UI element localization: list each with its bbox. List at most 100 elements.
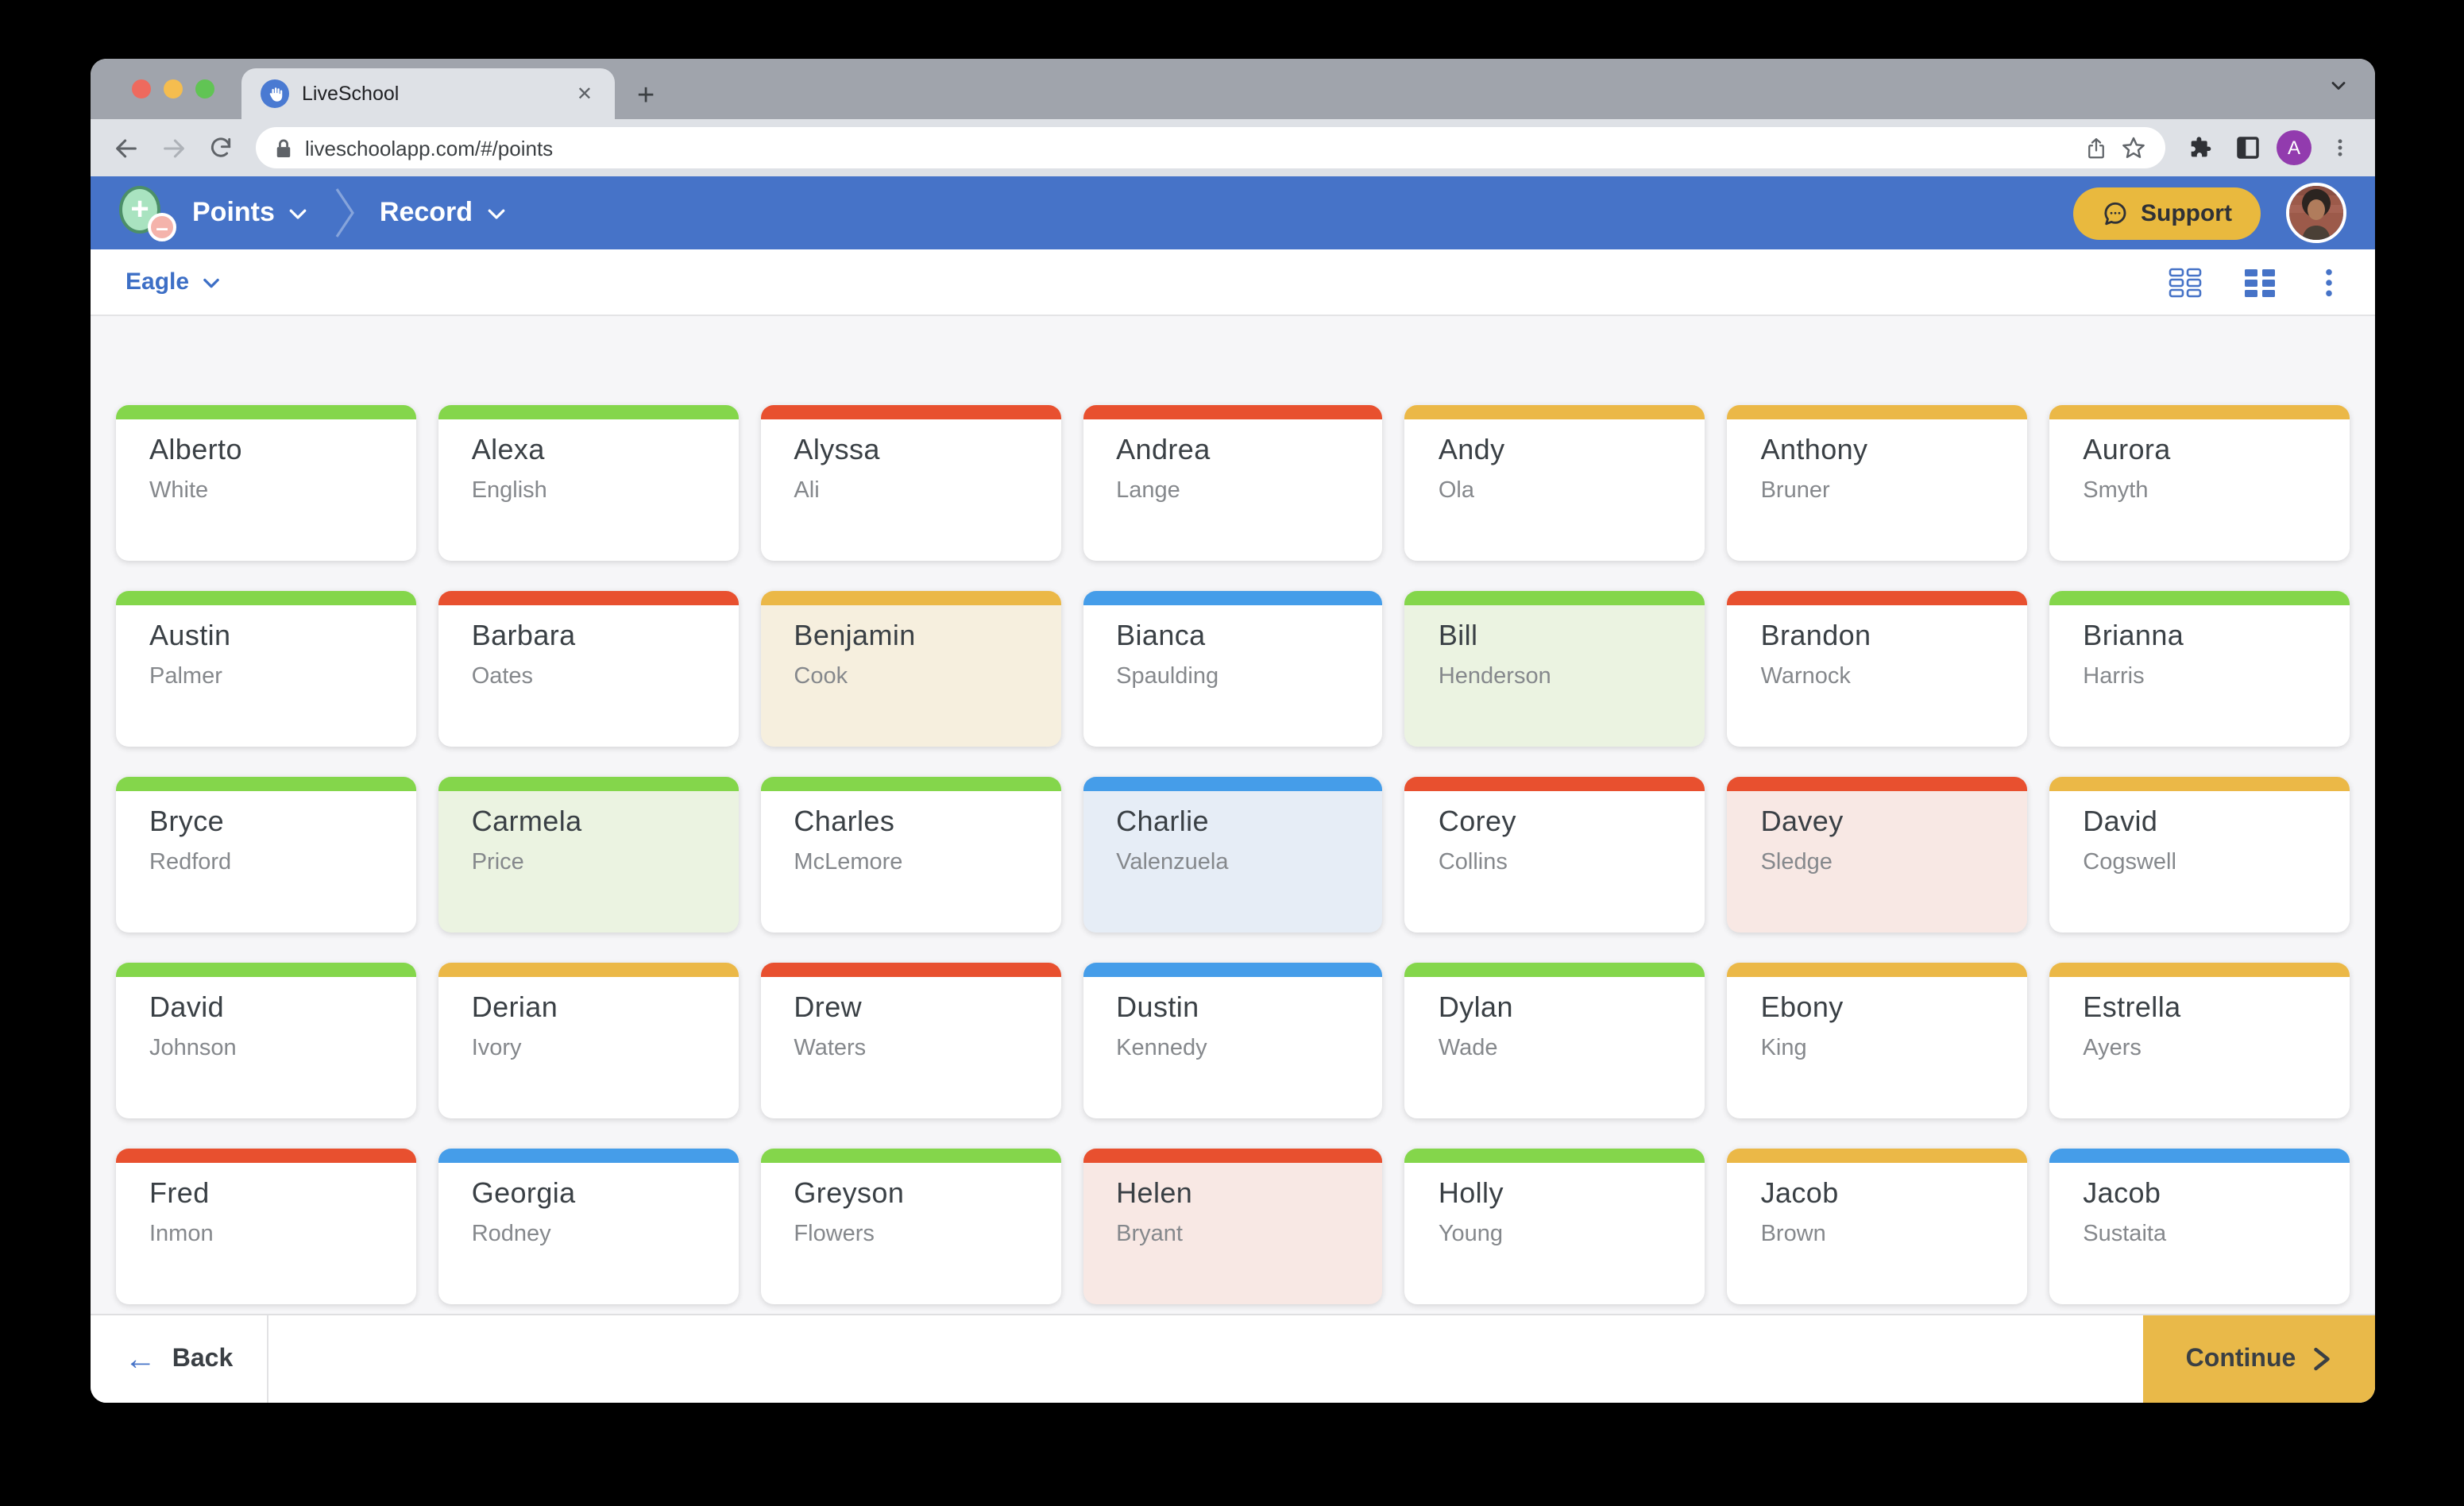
card-color-strip (1404, 777, 1705, 791)
student-first-name: Greyson (794, 1177, 905, 1209)
tab-close-button[interactable]: ✕ (576, 83, 593, 105)
grid-view-filled-button[interactable] (2243, 266, 2277, 298)
student-card[interactable]: Brianna Harris (2049, 591, 2350, 747)
student-first-name: Aurora (2083, 434, 2171, 465)
student-card[interactable]: David Johnson (116, 963, 416, 1118)
student-first-name: Bryce (149, 805, 225, 837)
student-first-name: Corey (1438, 805, 1516, 837)
student-last-name: Price (471, 850, 524, 875)
student-last-name: Ivory (471, 1036, 522, 1061)
card-color-strip (2049, 405, 2350, 419)
student-first-name: Alyssa (794, 434, 880, 465)
student-first-name: David (2083, 805, 2158, 837)
extensions-puzzle-icon[interactable] (2181, 129, 2219, 167)
student-card[interactable]: Aurora Smyth (2049, 405, 2350, 561)
breadcrumb-record[interactable]: Record (380, 197, 508, 229)
chat-bubble-icon (2103, 201, 2126, 225)
student-first-name: Davey (1760, 805, 1844, 837)
card-color-strip (1404, 591, 1705, 605)
student-card[interactable]: Barbara Oates (438, 591, 739, 747)
student-card[interactable]: Carmela Price (438, 777, 739, 933)
student-first-name: Brandon (1760, 620, 1871, 651)
card-color-strip (1083, 405, 1383, 419)
student-first-name: Alberto (149, 434, 242, 465)
student-card[interactable]: Bryce Redford (116, 777, 416, 933)
card-color-strip (1404, 405, 1705, 419)
user-avatar[interactable] (2286, 183, 2346, 243)
continue-button[interactable]: Continue (2143, 1315, 2375, 1403)
student-card[interactable]: Holly Young (1404, 1149, 1705, 1304)
student-card[interactable]: Alberto White (116, 405, 416, 561)
forward-nav-icon[interactable] (154, 129, 192, 167)
student-card[interactable]: Anthony Bruner (1727, 405, 2028, 561)
support-label: Support (2141, 199, 2232, 226)
student-last-name: Spaulding (1116, 664, 1219, 689)
student-card[interactable]: Dylan Wade (1404, 963, 1705, 1118)
student-card[interactable]: Dustin Kennedy (1083, 963, 1383, 1118)
student-card[interactable]: Georgia Rodney (438, 1149, 739, 1304)
student-last-name: Lange (1116, 478, 1180, 504)
more-options-kebab-icon[interactable] (2318, 266, 2340, 298)
student-last-name: Rodney (471, 1222, 551, 1247)
back-label: Back (172, 1345, 234, 1372)
new-tab-button[interactable]: + (637, 79, 655, 113)
reload-icon[interactable] (202, 129, 240, 167)
roster-selector[interactable]: Eagle (126, 268, 222, 295)
support-button[interactable]: Support (2072, 187, 2261, 239)
side-panel-icon[interactable] (2229, 129, 2267, 167)
student-card[interactable]: Helen Bryant (1083, 1149, 1383, 1304)
student-card[interactable]: Brandon Warnock (1727, 591, 2028, 747)
breadcrumb-points[interactable]: Points (192, 197, 310, 229)
app-navbar: + – Points Record Support (91, 176, 2375, 249)
student-card[interactable]: Bianca Spaulding (1083, 591, 1383, 747)
student-card[interactable]: Ebony King (1727, 963, 2028, 1118)
student-card[interactable]: Jacob Sustaita (2049, 1149, 2350, 1304)
student-card[interactable]: Fred Inmon (116, 1149, 416, 1304)
close-window-button[interactable] (132, 79, 151, 98)
student-first-name: Brianna (2083, 620, 2184, 651)
student-last-name: White (149, 478, 209, 504)
back-arrow-icon: ← (124, 1342, 156, 1377)
minimize-window-button[interactable] (164, 79, 183, 98)
grid-view-outline-button[interactable] (2169, 266, 2202, 298)
student-card[interactable]: Charlie Valenzuela (1083, 777, 1383, 933)
browser-tab[interactable]: LiveSchool ✕ (241, 68, 615, 119)
student-card[interactable]: Davey Sledge (1727, 777, 2028, 933)
browser-menu-kebab-icon[interactable] (2321, 129, 2359, 167)
student-first-name: Fred (149, 1177, 210, 1209)
share-icon[interactable] (2076, 129, 2114, 167)
student-card[interactable]: Greyson Flowers (760, 1149, 1061, 1304)
chrome-profile-button[interactable]: A (2277, 130, 2311, 165)
student-first-name: Austin (149, 620, 231, 651)
student-card[interactable]: Andy Ola (1404, 405, 1705, 561)
student-last-name: Ali (794, 478, 820, 504)
card-color-strip (1727, 777, 2028, 791)
student-card[interactable]: Benjamin Cook (760, 591, 1061, 747)
student-card[interactable]: Charles McLemore (760, 777, 1061, 933)
breadcrumb-separator (332, 186, 357, 240)
student-card[interactable]: Alexa English (438, 405, 739, 561)
student-card[interactable]: Derian Ivory (438, 963, 739, 1118)
tab-strip-chevron-icon[interactable] (2327, 75, 2350, 97)
address-bar[interactable]: liveschoolapp.com/#/points (256, 127, 2165, 168)
student-card[interactable]: Jacob Brown (1727, 1149, 2028, 1304)
card-color-strip (116, 777, 416, 791)
student-card[interactable]: Alyssa Ali (760, 405, 1061, 561)
card-color-strip (2049, 1149, 2350, 1163)
student-card[interactable]: Estrella Ayers (2049, 963, 2350, 1118)
bookmark-star-icon[interactable] (2114, 129, 2153, 167)
back-button[interactable]: ← Back (91, 1315, 268, 1403)
student-card[interactable]: Austin Palmer (116, 591, 416, 747)
chevron-down-icon (203, 277, 219, 288)
back-nav-icon[interactable] (106, 129, 145, 167)
student-first-name: Jacob (2083, 1177, 2161, 1209)
student-card[interactable]: David Cogswell (2049, 777, 2350, 933)
zoom-window-button[interactable] (195, 79, 214, 98)
student-card[interactable]: Andrea Lange (1083, 405, 1383, 561)
card-color-strip (760, 963, 1061, 977)
student-card[interactable]: Bill Henderson (1404, 591, 1705, 747)
card-color-strip (1083, 591, 1383, 605)
record-label: Record (379, 197, 473, 227)
student-card[interactable]: Drew Waters (760, 963, 1061, 1118)
student-card[interactable]: Corey Collins (1404, 777, 1705, 933)
